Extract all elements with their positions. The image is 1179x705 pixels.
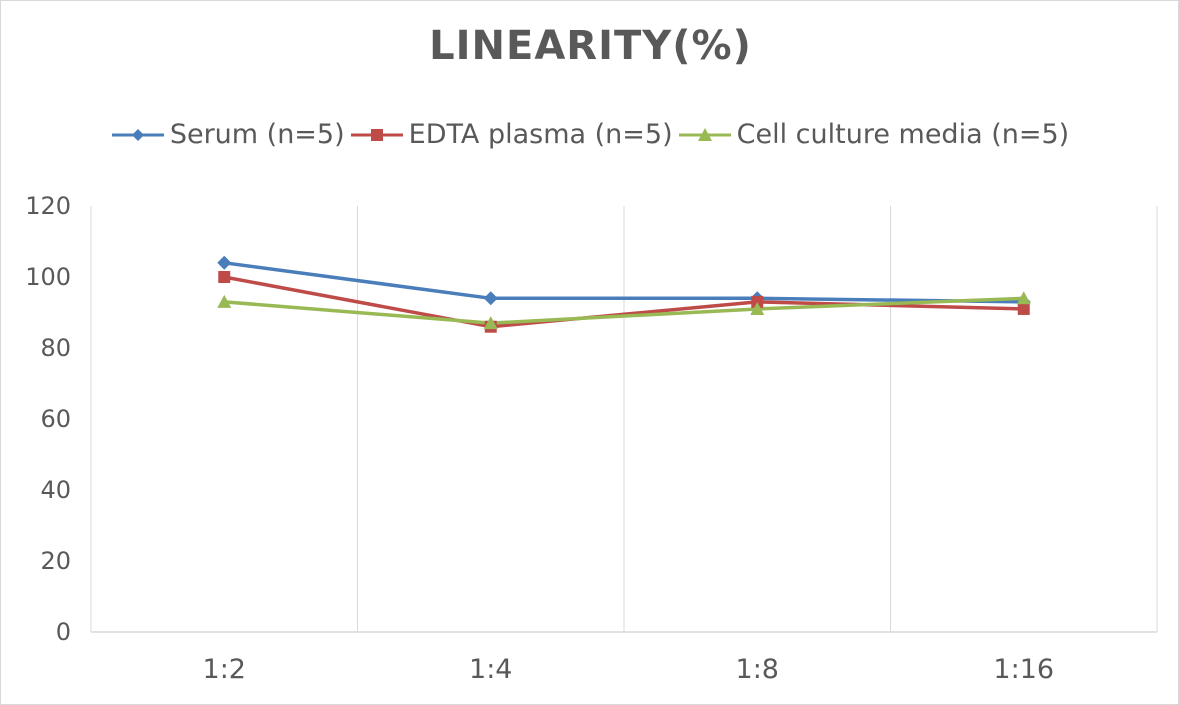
y-tick-label: 120 xyxy=(25,192,71,220)
y-tick-label: 100 xyxy=(25,263,71,291)
x-axis-tick-labels: 1:2 1:4 1:8 1:16 xyxy=(203,654,1055,685)
data-point xyxy=(750,301,765,315)
legend-swatch-edta-plasma xyxy=(350,128,403,141)
y-axis-tick-labels: 0 20 40 60 80 100 120 xyxy=(25,192,71,646)
legend-label-cell-culture-media: Cell culture media (n=5) xyxy=(736,119,1070,150)
series-line-1 xyxy=(223,275,1024,329)
y-tick-label: 0 xyxy=(56,618,71,646)
y-tick-label: 40 xyxy=(40,476,71,504)
data-point xyxy=(1017,302,1030,315)
data-point xyxy=(751,295,764,308)
series-line-2 xyxy=(224,296,1024,325)
y-tick-label: 80 xyxy=(40,334,71,362)
series-line-0 xyxy=(224,261,1024,304)
legend-item-edta-plasma: EDTA plasma (n=5) xyxy=(350,119,673,150)
x-tick-label: 1:4 xyxy=(469,654,512,685)
grid-lines xyxy=(90,206,1158,632)
chart-title: LINEARITY(%) xyxy=(429,23,752,69)
legend-swatch-cell-culture-media xyxy=(678,127,731,141)
legend-item-serum: Serum (n=5) xyxy=(111,119,345,150)
data-point xyxy=(483,316,498,330)
legend-swatch-serum xyxy=(111,128,164,141)
data-point xyxy=(1016,291,1031,305)
series-lines xyxy=(223,261,1024,329)
x-tick-label: 1:8 xyxy=(736,654,779,685)
data-point xyxy=(483,291,498,306)
legend-label-edta-plasma: EDTA plasma (n=5) xyxy=(408,119,673,150)
legend-item-cell-culture-media: Cell culture media (n=5) xyxy=(678,119,1070,150)
data-point xyxy=(218,271,231,283)
series-markers xyxy=(217,255,1031,333)
y-tick-label: 20 xyxy=(40,547,71,575)
legend: Serum (n=5) EDTA plasma (n=5) Cell cultu… xyxy=(1,119,1178,150)
data-point xyxy=(217,255,232,270)
data-point xyxy=(217,294,232,308)
x-tick-label: 1:16 xyxy=(993,654,1054,685)
y-tick-label: 60 xyxy=(40,405,71,433)
legend-label-serum: Serum (n=5) xyxy=(169,119,345,150)
x-tick-label: 1:2 xyxy=(203,654,246,685)
